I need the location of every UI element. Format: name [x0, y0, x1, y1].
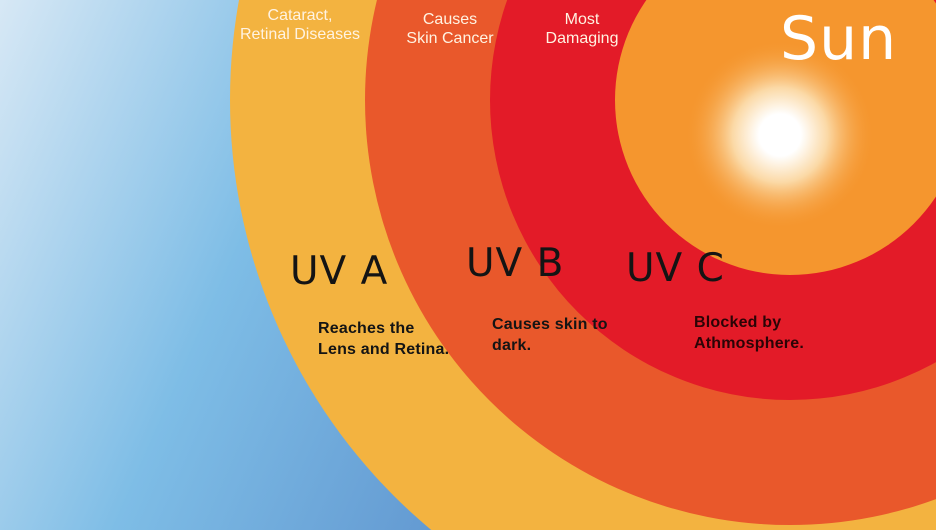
- sun-label: Sun: [780, 4, 898, 74]
- uvc-title: UV C: [626, 246, 725, 291]
- uvb-description: Causes skin to dark.: [492, 316, 608, 354]
- uva-effect-label: Cataract, Retinal Diseases: [239, 7, 361, 43]
- uvb-title: UV B: [466, 241, 565, 286]
- uvc-effect-label: Most Damaging: [545, 11, 619, 47]
- uva-description: Reaches the Lens and Retina.: [318, 320, 450, 358]
- uvc-description: Blocked by Athmosphere.: [694, 314, 804, 352]
- uvb-effect-label: Causes Skin Cancer: [406, 11, 494, 47]
- uva-title: UV A: [290, 249, 389, 294]
- sun-glow: [685, 40, 875, 230]
